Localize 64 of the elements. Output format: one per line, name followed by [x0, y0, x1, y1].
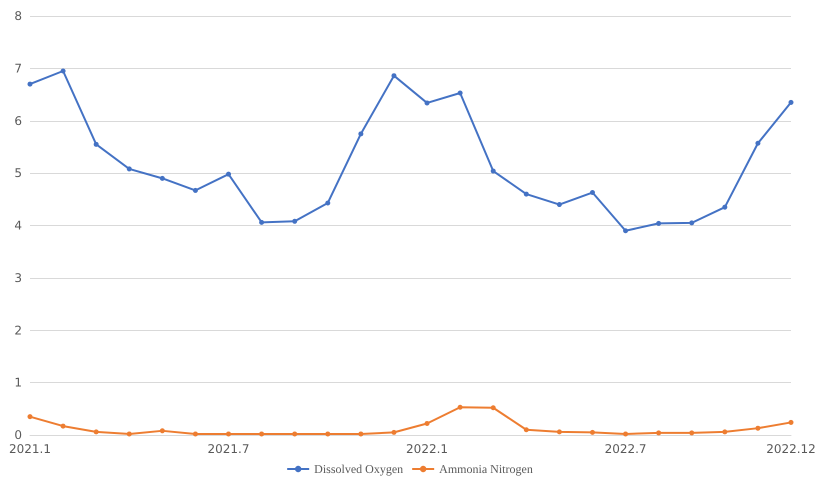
y-tick-label: 3: [14, 270, 22, 285]
point: [524, 427, 529, 432]
point: [722, 429, 728, 434]
point: [623, 228, 628, 234]
point: [722, 204, 728, 210]
point: [192, 431, 198, 436]
point: [656, 220, 662, 226]
point: [788, 100, 794, 105]
point: [28, 82, 32, 87]
point: [325, 431, 330, 436]
point: [424, 100, 430, 106]
point: [590, 430, 595, 435]
point: [358, 431, 364, 436]
point: [391, 430, 396, 435]
point: [259, 431, 264, 436]
point: [524, 192, 529, 197]
x-tick-label: 2021.1: [9, 442, 51, 456]
point: [556, 202, 562, 208]
point: [755, 140, 760, 146]
point: [226, 172, 232, 177]
x-tick-label: 2022.1: [406, 442, 448, 456]
x-tick-label: 2021.7: [208, 442, 250, 456]
point: [160, 428, 165, 434]
y-tick-label: 0: [14, 428, 22, 442]
point: [60, 424, 66, 429]
x-tick-label: 2022.7: [604, 442, 647, 456]
point: [160, 176, 165, 181]
point: [689, 430, 694, 436]
point: [358, 131, 364, 136]
legend-label: Dissolved Oxygen: [314, 462, 404, 476]
point: [656, 430, 662, 436]
y-tick-label: 7: [14, 61, 22, 76]
point: [325, 200, 330, 206]
point: [292, 431, 298, 436]
point: [60, 68, 66, 74]
y-tick-label: 4: [14, 218, 22, 232]
point: [424, 420, 430, 426]
point: [788, 420, 794, 425]
point: [126, 431, 132, 436]
point: [689, 220, 694, 226]
y-tick-label: 2: [14, 323, 22, 338]
y-tick-label: 5: [14, 166, 22, 180]
point: [292, 218, 298, 224]
point: [391, 73, 396, 78]
y-tick-label: 6: [14, 114, 22, 128]
point: [192, 188, 198, 193]
point: [126, 166, 132, 172]
point: [458, 404, 463, 410]
y-tick-label: 8: [14, 9, 22, 23]
point: [490, 405, 496, 410]
point: [490, 168, 496, 174]
point: [623, 431, 628, 436]
point: [556, 429, 562, 434]
point: [590, 190, 595, 195]
point: [94, 142, 99, 147]
legend-label: Ammonia Nitrogen: [439, 462, 533, 476]
point: [94, 429, 99, 434]
point: [28, 414, 32, 420]
point: [755, 426, 760, 431]
y-tick-label: 1: [14, 376, 22, 390]
point: [226, 431, 232, 436]
x-tick-label: 2022.12: [766, 442, 816, 456]
point: [259, 220, 264, 225]
point: [458, 90, 463, 96]
